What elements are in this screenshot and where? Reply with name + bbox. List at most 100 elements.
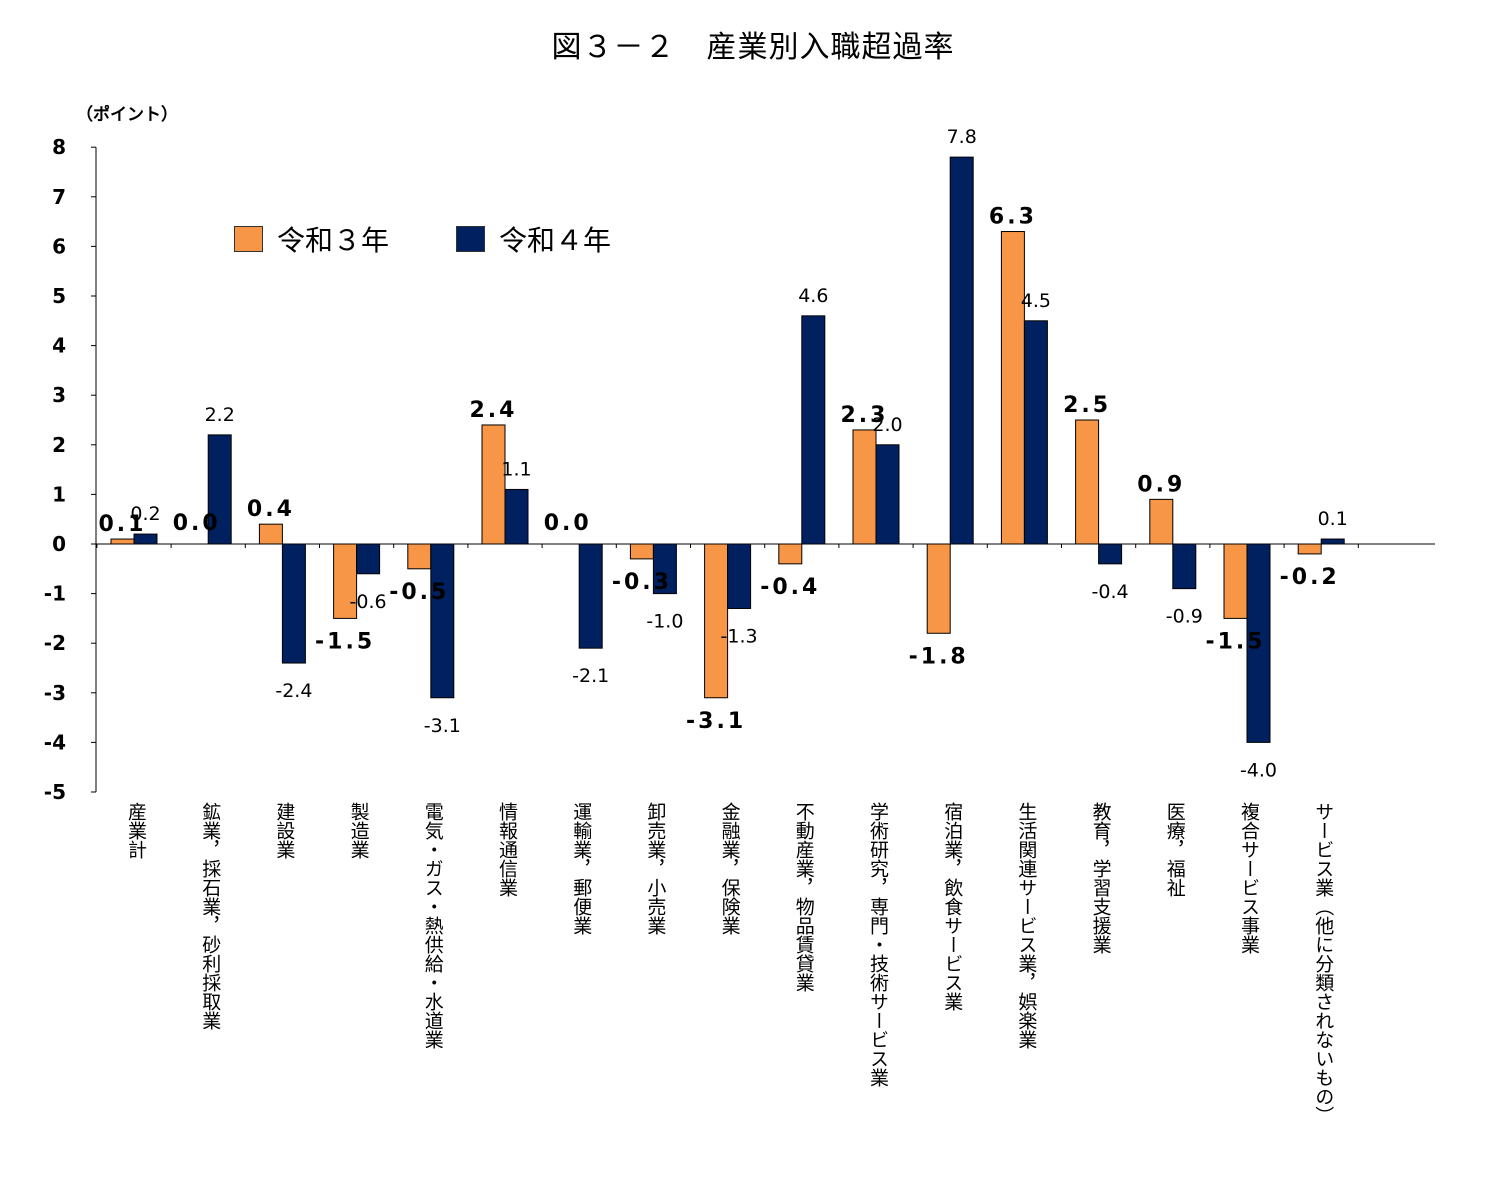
y-tick-label: 5 [52,284,66,308]
bar-r3 [1075,419,1100,545]
bar-r4 [875,444,900,545]
bar-r4 [1320,538,1345,545]
legend-item-r4: 令和４年 [456,219,611,259]
category-label: 教育，学習支援業 [1089,802,1112,954]
bar-r3 [1149,498,1174,545]
category-label: 複合サービス事業 [1238,802,1260,954]
chart-title: 図３－２ 産業別入職超過率 [551,30,955,65]
bar-r4 [356,543,381,575]
y-tick-label: 8 [52,135,66,159]
bar-r3 [629,543,654,560]
y-tick-label: 1 [52,482,66,506]
data-label-r3: 0.9 [1137,472,1185,497]
category-label: 鉱業，採石業，砂利採取業 [199,802,222,1030]
data-label-r3: -1.5 [315,629,375,654]
y-tick-label: -5 [44,780,66,804]
data-label-r3: 2.4 [470,398,518,423]
data-label-r4: -2.1 [572,665,609,687]
bar-r4 [504,488,529,545]
y-tick-label: -4 [44,730,66,754]
bar-r3 [926,543,951,634]
data-label-r3: -1.5 [1205,629,1265,654]
bar-r3 [704,543,729,699]
bar-r4 [1023,320,1048,545]
data-label-r3: 2.5 [1063,393,1111,418]
bar-r4 [430,543,455,699]
bar-r3 [1000,231,1025,545]
category-label: 情報通信業 [496,802,518,897]
category-label: 運輸業，郵便業 [570,802,593,935]
data-label-r4: -1.3 [721,625,758,647]
data-label-r4: 4.5 [1021,290,1051,312]
data-label-r3: -1.8 [909,644,969,669]
data-label-r4: -2.4 [275,680,312,702]
data-label-r4: -0.4 [1092,581,1129,603]
data-label-r3: 0.0 [173,511,221,536]
category-label: 建設業 [273,802,296,859]
data-label-r4: -3.1 [424,715,461,737]
bar-r3 [481,424,506,545]
bar-r3 [852,429,877,545]
y-tick-label: 4 [52,334,66,358]
bar-r4 [578,543,603,649]
bar-r3 [258,523,283,545]
category-label: 電気・ガス・熱供給・水道業 [421,802,444,1049]
y-tick-label: -1 [44,582,66,606]
y-tick-label: -3 [44,681,66,705]
legend-swatch-r4 [456,226,485,252]
y-tick-label: 0 [52,532,66,556]
bar-r3 [110,538,135,545]
data-label-r4: 4.6 [798,285,828,307]
category-label: 産業計 [125,802,147,859]
y-tick-label: 3 [52,383,66,407]
category-label: 学術研究，専門・技術サービス業 [867,802,889,1087]
data-label-r3: -0.5 [389,580,449,605]
category-label: 宿泊業，飲食サービス業 [941,802,964,1011]
data-label-r3: -0.2 [1280,565,1340,590]
bar-r3 [407,543,432,570]
data-label-r4: 7.8 [947,126,977,148]
data-label-r4: 2.2 [205,404,235,426]
data-label-r3: -0.3 [612,570,672,595]
data-label-r4: 1.1 [501,458,531,480]
bar-r4 [1172,543,1197,590]
bar-r4 [1098,543,1123,565]
data-label-r4: 0.2 [130,503,160,525]
data-label-r4: -1.0 [646,611,683,633]
legend-label-r4: 令和４年 [499,224,612,257]
data-label-r3: 2.3 [841,403,889,428]
category-label: 不動産業，物品賃貸業 [792,802,815,992]
data-label-r3: 0.4 [247,497,295,522]
data-label-r4: 0.1 [1318,508,1348,530]
data-label-r3: -3.1 [686,709,746,734]
data-label-r4: -0.6 [350,591,387,613]
bar-r3 [1297,543,1322,555]
y-tick-label: -2 [44,631,66,655]
legend-label-r3: 令和３年 [277,224,390,257]
category-label: 金融業，保険業 [718,802,741,935]
y-tick-label: 6 [52,234,66,258]
bar-r3 [1223,543,1248,619]
category-label: 製造業 [347,802,370,859]
bar-r3 [778,543,803,565]
legend-item-r3: 令和３年 [234,219,389,259]
category-label: 卸売業，小売業 [644,802,667,935]
data-label-r4: 2.0 [872,414,902,436]
bar-r4 [281,543,306,664]
data-label-r4: -0.9 [1166,606,1203,628]
legend-swatch-r3 [234,226,263,252]
data-label-r3: -0.4 [760,575,820,600]
data-label-r3: 0.1 [99,512,147,537]
data-label-r4: -4.0 [1240,759,1277,781]
bar-r4 [727,543,752,609]
category-label: サービス業（他に分類されないもの） [1312,802,1335,1125]
category-label: 医療，福祉 [1163,802,1186,897]
y-axis-unit-label: （ポイント） [76,105,178,125]
y-tick-label: 7 [52,185,66,209]
data-label-r3: 6.3 [989,205,1037,230]
bar-r4 [801,315,826,545]
data-label-r3: 0.0 [544,511,592,536]
y-tick-label: 2 [52,433,66,457]
category-label: 生活関連サービス業，娯楽業 [1015,802,1038,1049]
